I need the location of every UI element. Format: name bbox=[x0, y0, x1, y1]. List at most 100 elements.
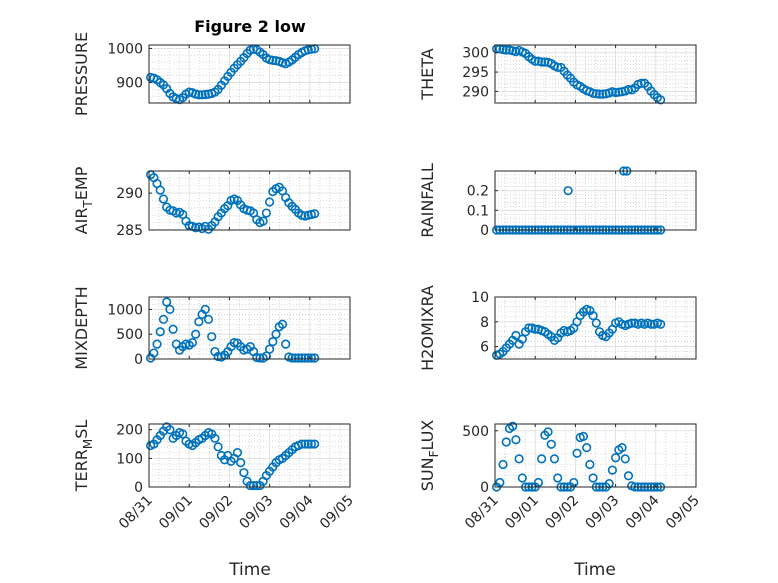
data-point bbox=[197, 90, 207, 100]
y-tick-label: 0 bbox=[480, 223, 489, 239]
panel-h2omixra: 6 8 10 H2OMIXRA bbox=[418, 285, 697, 371]
axes-box bbox=[148, 296, 351, 360]
data-point bbox=[245, 480, 255, 491]
data-point bbox=[585, 459, 595, 470]
data-point bbox=[194, 317, 204, 327]
data-point bbox=[310, 209, 320, 219]
data-point bbox=[200, 304, 210, 315]
y-tick-label: 0.1 bbox=[467, 203, 489, 219]
data-point bbox=[553, 473, 563, 483]
data-point bbox=[310, 353, 320, 363]
data-point bbox=[165, 425, 175, 435]
x-axis-label-right: Time bbox=[573, 560, 616, 580]
data-point bbox=[207, 332, 217, 342]
data-point bbox=[517, 473, 527, 483]
data-point bbox=[569, 477, 579, 488]
data-point bbox=[572, 448, 582, 458]
data-point bbox=[530, 56, 540, 66]
data-point bbox=[203, 314, 214, 324]
y-tick-label: 285 bbox=[116, 223, 143, 239]
y-tick-label: 6 bbox=[480, 340, 489, 356]
data-point bbox=[610, 453, 621, 463]
data-point bbox=[588, 473, 598, 483]
panel-mixdepth: 0 500 1000 MIXDEPTH bbox=[72, 286, 351, 370]
data-point bbox=[306, 353, 317, 363]
data-point bbox=[546, 439, 556, 449]
data-point bbox=[591, 318, 601, 328]
data-point bbox=[495, 477, 505, 488]
data-point bbox=[656, 95, 666, 105]
series-mixdepth bbox=[146, 297, 320, 363]
y-tick-label: 0.2 bbox=[467, 184, 489, 200]
data-point bbox=[514, 454, 524, 464]
data-point bbox=[588, 311, 598, 321]
data-point bbox=[310, 439, 320, 449]
panel-rainfall: 0 0.1 0.2 RAINFALL bbox=[418, 163, 697, 239]
y-tick-label: 10 bbox=[471, 290, 489, 306]
y-tick-label: 1000 bbox=[107, 41, 143, 57]
data-point bbox=[252, 352, 262, 363]
series-air_temp bbox=[146, 170, 320, 234]
data-point bbox=[155, 327, 165, 337]
y-tick-label: 300 bbox=[462, 46, 489, 62]
y-tick-label: 290 bbox=[116, 186, 143, 202]
y-tick-label: 200 bbox=[116, 423, 143, 439]
data-point bbox=[178, 429, 188, 439]
data-point bbox=[533, 477, 544, 488]
y-tick-label: 1000 bbox=[107, 302, 143, 318]
data-point bbox=[236, 458, 246, 468]
data-point bbox=[620, 454, 630, 464]
data-point bbox=[265, 197, 275, 207]
y-axis-label: SUNFLUX bbox=[418, 420, 441, 492]
data-point bbox=[610, 87, 621, 98]
data-point bbox=[287, 353, 297, 363]
y-tick-label: 0 bbox=[134, 352, 143, 368]
data-point bbox=[511, 435, 521, 445]
y-axis-label: TERRMSL bbox=[72, 420, 95, 493]
panel-theta: 290 295 300 THETA bbox=[418, 44, 697, 105]
data-point bbox=[187, 338, 198, 348]
data-point bbox=[656, 319, 666, 329]
data-point bbox=[549, 454, 560, 464]
data-point bbox=[617, 443, 627, 453]
series-terr_msl bbox=[146, 422, 320, 491]
axes-box bbox=[148, 44, 351, 104]
data-point bbox=[239, 468, 249, 478]
y-axis-label: AIRTEMP bbox=[72, 166, 95, 234]
data-point bbox=[537, 57, 547, 67]
data-point bbox=[213, 351, 223, 362]
data-point bbox=[265, 344, 275, 354]
series-theta bbox=[492, 44, 666, 105]
data-point bbox=[517, 334, 527, 344]
data-point bbox=[530, 324, 540, 334]
data-point bbox=[252, 480, 262, 491]
data-point bbox=[194, 90, 204, 100]
y-tick-label: 100 bbox=[116, 451, 143, 467]
data-point bbox=[149, 348, 159, 358]
data-point bbox=[537, 454, 547, 464]
data-point bbox=[268, 55, 278, 65]
series-pressure bbox=[146, 44, 320, 105]
data-point bbox=[614, 87, 624, 97]
data-point bbox=[591, 89, 601, 99]
data-point bbox=[261, 208, 271, 218]
panel-pressure: 900 1000 PRESSURE bbox=[72, 32, 351, 116]
data-point bbox=[501, 45, 511, 55]
y-tick-label: 900 bbox=[116, 76, 143, 92]
data-point bbox=[155, 185, 165, 195]
y-axis-label: THETA bbox=[418, 48, 437, 100]
data-point bbox=[594, 89, 605, 99]
axes-box bbox=[494, 423, 697, 488]
axes-box bbox=[148, 423, 351, 488]
data-point bbox=[501, 437, 511, 447]
data-point bbox=[598, 89, 608, 99]
y-axis-label: MIXDEPTH bbox=[72, 286, 91, 369]
data-point bbox=[578, 431, 589, 441]
data-point bbox=[623, 471, 634, 481]
data-point bbox=[210, 433, 220, 443]
data-point bbox=[553, 62, 563, 73]
data-point bbox=[297, 353, 307, 363]
y-tick-label: 0 bbox=[480, 480, 489, 496]
data-point bbox=[303, 439, 313, 449]
